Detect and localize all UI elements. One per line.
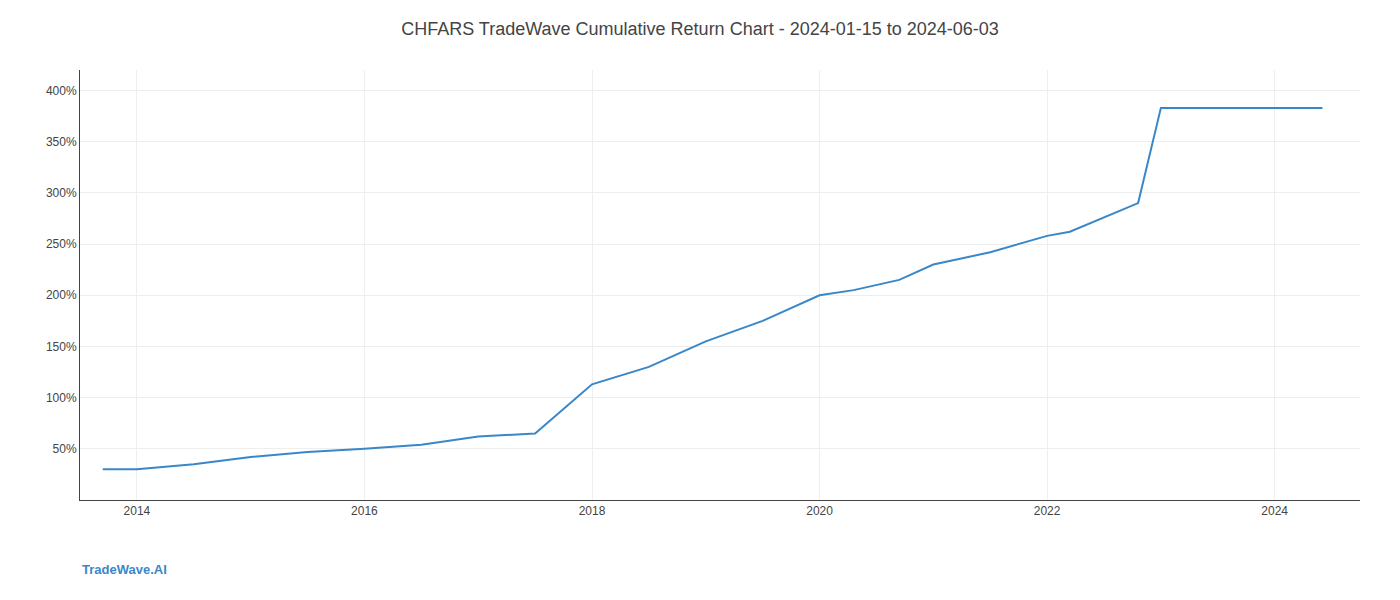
svg-text:50%: 50% [53, 442, 77, 456]
svg-text:2016: 2016 [351, 504, 378, 518]
svg-text:150%: 150% [46, 340, 77, 354]
svg-text:100%: 100% [46, 391, 77, 405]
svg-text:2022: 2022 [1034, 504, 1061, 518]
svg-text:350%: 350% [46, 135, 77, 149]
svg-text:2018: 2018 [579, 504, 606, 518]
svg-text:250%: 250% [46, 237, 77, 251]
svg-text:200%: 200% [46, 288, 77, 302]
svg-text:CHFARS TradeWave Cumulative Re: CHFARS TradeWave Cumulative Return Chart… [401, 19, 999, 39]
svg-text:300%: 300% [46, 186, 77, 200]
svg-text:400%: 400% [46, 84, 77, 98]
svg-text:2024: 2024 [1261, 504, 1288, 518]
svg-text:2014: 2014 [124, 504, 151, 518]
svg-text:TradeWave.AI: TradeWave.AI [82, 562, 167, 577]
svg-text:2020: 2020 [806, 504, 833, 518]
